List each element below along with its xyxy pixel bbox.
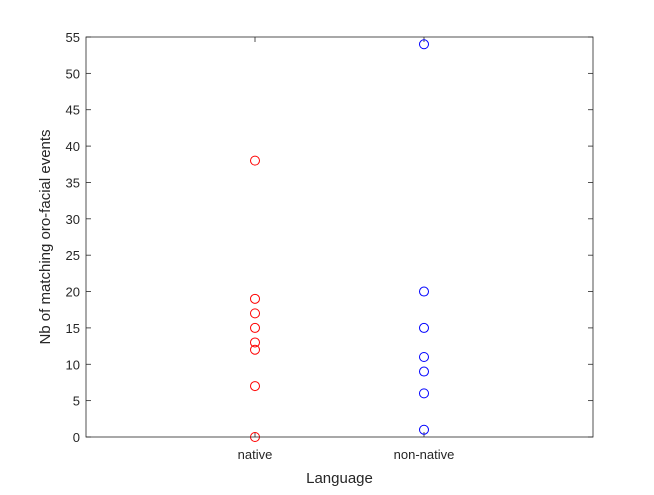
ticks-layer: 0 5 10 15 20 25 30 35 40 45 50 55 native non-native bbox=[66, 30, 593, 462]
y-tick-label: 0 bbox=[73, 430, 80, 445]
data-point-non-native bbox=[419, 286, 429, 297]
y-tick-label: 40 bbox=[66, 139, 80, 154]
data-point-native bbox=[250, 344, 260, 355]
y-axis-label: Nb of matching oro-facial events bbox=[37, 129, 54, 344]
y-tick-label: 25 bbox=[66, 248, 80, 263]
x-axis-label: Language bbox=[306, 470, 373, 487]
data-point-non-native bbox=[419, 322, 429, 333]
points-layer bbox=[250, 39, 429, 442]
data-point-native bbox=[250, 381, 260, 392]
data-point-non-native bbox=[419, 39, 429, 50]
data-point-non-native bbox=[419, 424, 429, 435]
y-tick-label: 55 bbox=[66, 30, 80, 45]
y-tick-label: 45 bbox=[66, 103, 80, 118]
data-point-non-native bbox=[419, 366, 429, 377]
x-tick-label-native: native bbox=[238, 447, 273, 462]
y-tick-label: 5 bbox=[73, 394, 80, 409]
y-tick-label: 20 bbox=[66, 285, 80, 300]
data-point-native bbox=[250, 293, 260, 304]
data-point-native bbox=[250, 155, 260, 166]
data-point-native bbox=[250, 337, 260, 348]
y-tick-label: 10 bbox=[66, 357, 80, 372]
x-tick-label-non-native: non-native bbox=[394, 447, 455, 462]
y-tick-label: 15 bbox=[66, 321, 80, 336]
y-tick-label: 30 bbox=[66, 212, 80, 227]
y-tick-label: 35 bbox=[66, 175, 80, 190]
y-tick-label: 50 bbox=[66, 66, 80, 81]
data-point-native bbox=[250, 308, 260, 319]
data-point-non-native bbox=[419, 388, 429, 399]
axes-box bbox=[85, 36, 594, 438]
data-point-native bbox=[250, 322, 260, 333]
data-point-non-native bbox=[419, 352, 429, 362]
